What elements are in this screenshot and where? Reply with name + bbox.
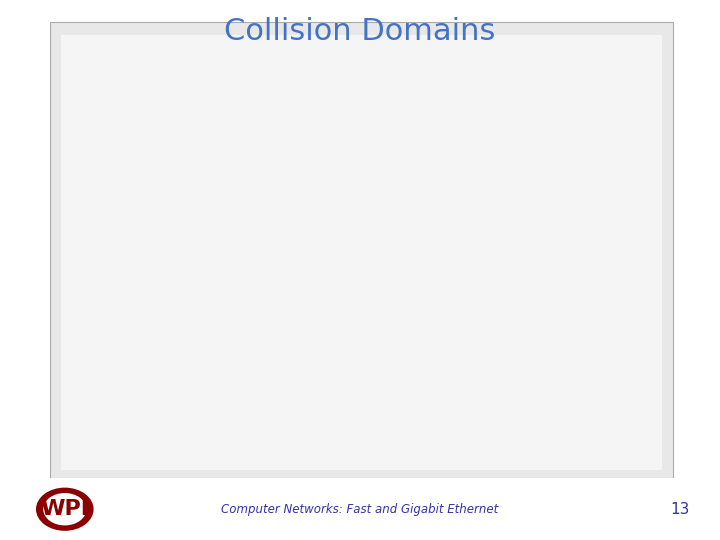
FancyBboxPatch shape — [154, 243, 185, 260]
Text: Collision Domains: Collision Domains — [225, 17, 495, 46]
FancyBboxPatch shape — [232, 273, 264, 291]
FancyBboxPatch shape — [158, 246, 181, 256]
Text: Computer Networks: Fast and Gigabit Ethernet: Computer Networks: Fast and Gigabit Ethe… — [221, 503, 499, 516]
FancyBboxPatch shape — [370, 273, 402, 291]
FancyBboxPatch shape — [317, 100, 395, 118]
FancyBboxPatch shape — [456, 294, 484, 296]
FancyBboxPatch shape — [468, 291, 472, 293]
Text: Collision domain: Collision domain — [138, 378, 225, 388]
FancyBboxPatch shape — [237, 292, 258, 294]
Text: 13: 13 — [671, 502, 690, 517]
Polygon shape — [215, 177, 285, 179]
FancyBboxPatch shape — [113, 199, 141, 201]
Text: Repeater: Repeater — [431, 149, 472, 158]
FancyBboxPatch shape — [372, 294, 400, 296]
FancyBboxPatch shape — [246, 291, 250, 293]
FancyBboxPatch shape — [419, 166, 485, 183]
Text: Repeater: Repeater — [227, 163, 269, 171]
FancyBboxPatch shape — [168, 260, 171, 263]
Text: WPI: WPI — [40, 499, 89, 519]
Polygon shape — [485, 164, 490, 183]
FancyBboxPatch shape — [233, 294, 261, 296]
FancyBboxPatch shape — [117, 195, 138, 198]
FancyBboxPatch shape — [215, 179, 281, 195]
Polygon shape — [395, 98, 400, 118]
FancyBboxPatch shape — [125, 195, 130, 198]
FancyBboxPatch shape — [236, 276, 259, 287]
Text: Figure 7.9   Collision Domains: Figure 7.9 Collision Domains — [67, 447, 232, 457]
FancyBboxPatch shape — [454, 273, 486, 291]
Polygon shape — [419, 164, 490, 166]
FancyBboxPatch shape — [374, 276, 397, 287]
FancyBboxPatch shape — [158, 261, 180, 263]
FancyBboxPatch shape — [459, 276, 482, 287]
FancyBboxPatch shape — [116, 180, 139, 191]
Text: Bridge: Bridge — [341, 83, 371, 92]
FancyBboxPatch shape — [112, 178, 143, 195]
Text: Collision domain: Collision domain — [409, 378, 495, 388]
Polygon shape — [281, 177, 285, 195]
FancyBboxPatch shape — [384, 291, 388, 293]
Polygon shape — [317, 98, 400, 100]
FancyBboxPatch shape — [156, 264, 184, 266]
FancyBboxPatch shape — [375, 292, 397, 294]
FancyBboxPatch shape — [459, 292, 481, 294]
